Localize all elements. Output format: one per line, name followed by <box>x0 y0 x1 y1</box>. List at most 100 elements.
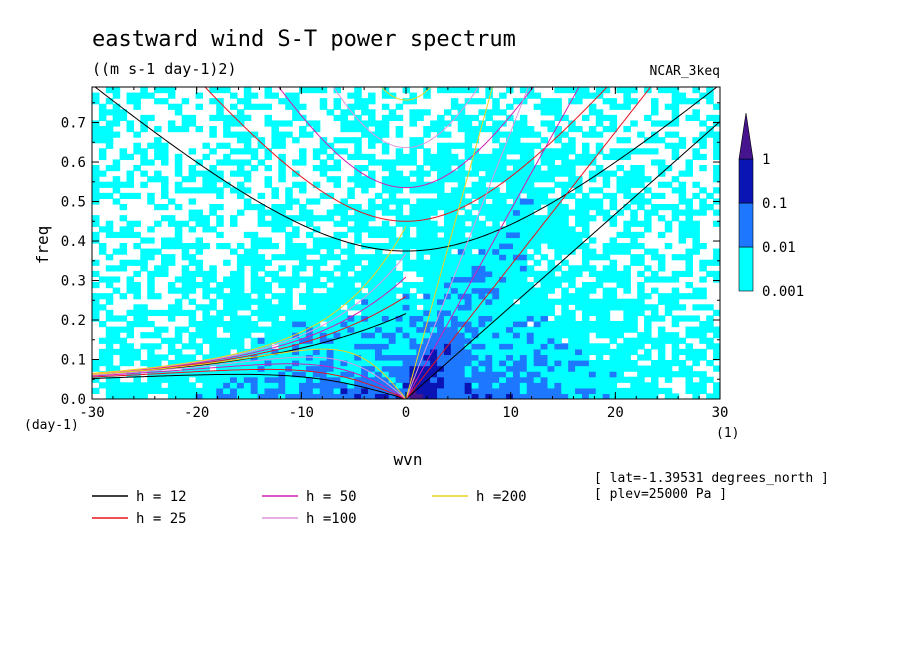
power-cell <box>671 321 680 328</box>
power-cell <box>347 315 355 322</box>
power-cell <box>354 387 362 395</box>
power-cell <box>140 237 148 244</box>
power-cell <box>361 360 369 367</box>
power-cell <box>381 371 390 378</box>
power-cell <box>312 126 321 133</box>
power-cell <box>299 215 307 222</box>
power-cell <box>623 226 631 233</box>
power-cell <box>374 259 383 266</box>
power-cell <box>430 254 438 261</box>
power-cell <box>706 87 714 94</box>
power-cell <box>92 220 100 227</box>
power-cell <box>395 304 404 311</box>
power-cell <box>381 265 390 272</box>
power-cell <box>126 382 135 389</box>
power-cell <box>92 137 100 144</box>
power-cell <box>278 371 286 378</box>
power-cell <box>519 126 528 133</box>
power-cell <box>457 332 466 339</box>
power-cell <box>181 326 190 333</box>
power-cell <box>319 293 328 300</box>
power-cell <box>692 153 700 161</box>
power-cell <box>154 176 162 183</box>
power-cell <box>223 337 231 344</box>
power-cell <box>499 371 507 378</box>
power-cell <box>609 304 618 311</box>
power-cell <box>416 198 424 205</box>
power-cell <box>554 376 562 383</box>
power-cell <box>243 382 252 389</box>
power-cell <box>119 387 128 395</box>
power-cell <box>98 181 107 188</box>
power-cell <box>381 243 390 250</box>
power-cell <box>450 87 459 94</box>
power-cell <box>512 237 521 244</box>
power-cell <box>678 137 687 144</box>
power-cell <box>499 159 507 166</box>
power-cell <box>340 337 348 344</box>
power-cell <box>630 326 638 333</box>
power-cell <box>368 181 376 188</box>
power-cell <box>616 176 624 183</box>
power-cell <box>443 309 452 317</box>
power-cell <box>699 348 707 356</box>
power-cell <box>506 298 514 305</box>
power-cell <box>526 270 535 278</box>
power-cell <box>112 159 121 166</box>
power-cell <box>381 159 390 166</box>
power-cell <box>319 348 328 356</box>
power-cell <box>230 337 238 344</box>
power-cell <box>657 371 666 378</box>
power-cell <box>264 237 273 244</box>
power-cell <box>485 215 493 222</box>
power-cell <box>588 270 597 278</box>
power-cell <box>568 231 576 239</box>
power-cell <box>547 153 555 161</box>
power-cell <box>713 120 720 127</box>
power-cell <box>588 237 597 244</box>
power-cell <box>133 165 141 172</box>
power-cell <box>609 393 618 399</box>
power-cell <box>450 215 459 222</box>
power-cell <box>512 304 521 311</box>
power-cell <box>271 204 279 211</box>
power-cell <box>278 360 286 367</box>
power-cell <box>340 259 348 266</box>
power-cell <box>492 321 500 328</box>
power-cell <box>588 204 597 211</box>
power-cell <box>547 98 555 105</box>
power-cell <box>257 387 266 395</box>
power-cell <box>526 176 535 183</box>
power-cell <box>609 192 618 200</box>
power-cell <box>485 376 493 383</box>
power-cell <box>561 259 569 266</box>
power-cell <box>443 265 452 272</box>
power-cell <box>464 114 473 122</box>
power-cell <box>450 387 459 395</box>
power-cell <box>167 371 176 378</box>
power-cell <box>264 176 273 183</box>
power-cell <box>526 365 535 372</box>
power-cell <box>354 376 362 383</box>
power-cell <box>512 382 521 389</box>
power-cell <box>450 103 459 110</box>
power-cell <box>326 270 335 278</box>
power-cell <box>602 215 611 222</box>
power-cell <box>581 142 590 149</box>
power-cell <box>257 220 266 227</box>
power-cell <box>699 376 707 383</box>
power-cell <box>271 293 279 300</box>
power-cell <box>174 231 183 239</box>
power-cell <box>519 181 528 188</box>
power-cell <box>188 309 197 317</box>
power-cell <box>167 337 176 344</box>
power-cell <box>588 153 597 161</box>
power-cell <box>140 393 148 399</box>
power-cell <box>271 393 279 399</box>
power-cell <box>416 215 424 222</box>
power-cell <box>630 165 638 172</box>
power-cell <box>278 282 286 289</box>
power-cell <box>588 393 597 399</box>
power-cell <box>347 120 355 127</box>
